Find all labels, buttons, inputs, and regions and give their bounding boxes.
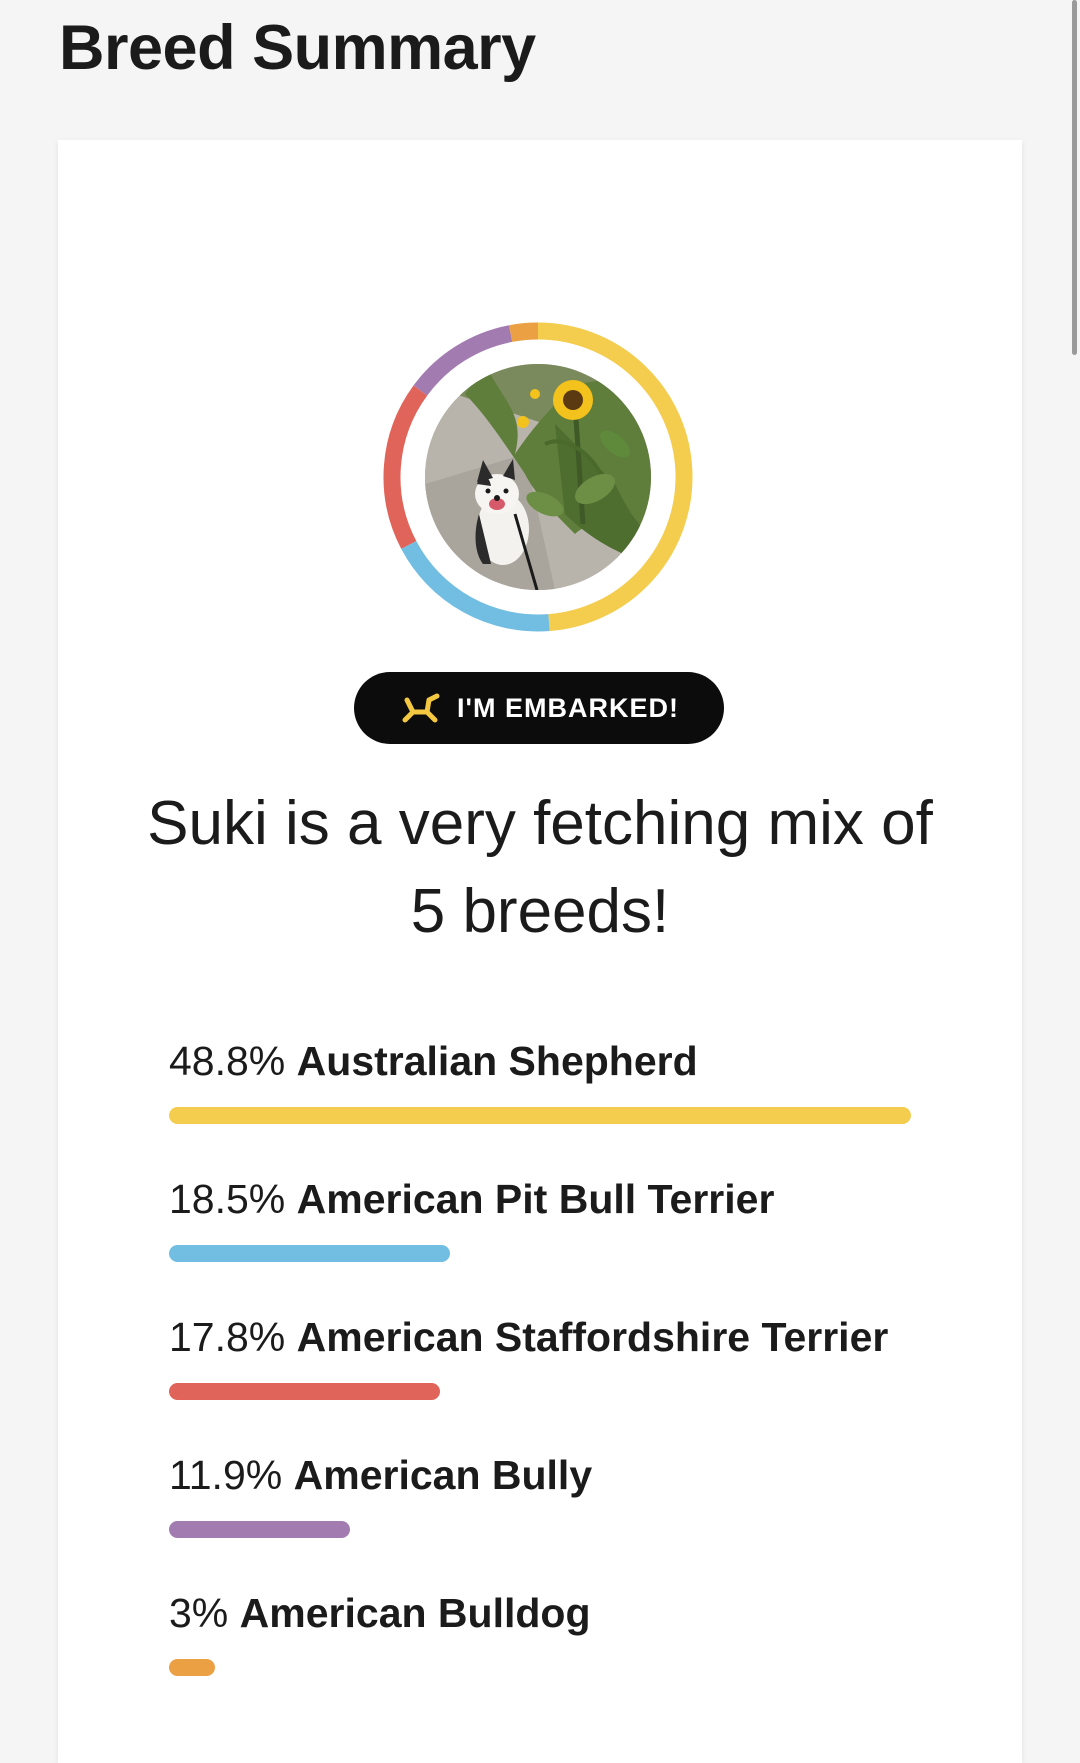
breed-item-american-staffordshire-terrier: 17.8% American Staffordshire Terrier <box>169 1304 929 1400</box>
breed-bar-track <box>169 1383 911 1400</box>
ring-segment-american-staffordshire-terrier <box>383 385 428 549</box>
breed-percent: 11.9% <box>169 1452 283 1498</box>
balloon-dog-icon <box>402 693 440 723</box>
breed-label: 3% American Bulldog <box>169 1580 929 1646</box>
breed-item-australian-shepherd: 48.8% Australian Shepherd <box>169 1028 929 1124</box>
ring-segment-australian-shepherd <box>537 322 693 632</box>
breed-summary-card: I'M EMBARKED! Suki is a very fetching mi… <box>58 140 1022 1763</box>
breed-bar <box>169 1107 911 1124</box>
breed-bar <box>169 1659 215 1676</box>
breed-ring-chart <box>379 318 697 636</box>
balloon-dog-icon-shape <box>402 693 440 723</box>
breed-percent: 18.5% <box>169 1176 286 1222</box>
dog-with-sunflowers-image <box>425 364 651 590</box>
breed-percent: 17.8% <box>169 1314 286 1360</box>
breed-label: 11.9% American Bully <box>169 1442 929 1508</box>
breed-bar-track <box>169 1245 911 1262</box>
breed-bar <box>169 1245 451 1262</box>
breed-bar-track <box>169 1659 911 1676</box>
breed-ring-svg <box>383 322 693 632</box>
breed-label: 48.8% Australian Shepherd <box>169 1028 929 1094</box>
breed-label: 17.8% American Staffordshire Terrier <box>169 1304 929 1370</box>
breed-name: Australian Shepherd <box>296 1038 698 1084</box>
breed-bar <box>169 1521 350 1538</box>
ring-segment-american-bulldog <box>509 322 539 342</box>
breed-bar <box>169 1383 440 1400</box>
breed-name: American Bully <box>293 1452 593 1498</box>
embarked-badge[interactable]: I'M EMBARKED! <box>354 672 724 744</box>
breed-bar-track <box>169 1107 911 1124</box>
breed-percent: 48.8% <box>169 1038 286 1084</box>
breed-item-american-bulldog: 3% American Bulldog <box>169 1580 929 1676</box>
scrollbar[interactable] <box>1068 0 1080 1763</box>
breed-name: American Pit Bull Terrier <box>296 1176 775 1222</box>
breed-name: American Staffordshire Terrier <box>296 1314 889 1360</box>
breed-bar-track <box>169 1521 911 1538</box>
breed-mix-headline: Suki is a very fetching mix of 5 breeds! <box>147 789 933 946</box>
breed-label: 18.5% American Pit Bull Terrier <box>169 1166 929 1232</box>
breed-name: American Bulldog <box>239 1590 591 1636</box>
breed-list: 48.8% Australian Shepherd 18.5% American… <box>169 1028 929 1718</box>
ring-segment-american-bully <box>413 325 513 396</box>
ring-segment-american-pit-bull-terrier <box>401 540 550 632</box>
breed-item-american-pit-bull-terrier: 18.5% American Pit Bull Terrier <box>169 1166 929 1262</box>
dog-photo <box>425 364 651 590</box>
breed-percent: 3% <box>169 1590 229 1636</box>
page-title: Breed Summary <box>59 13 536 83</box>
scrollbar-thumb[interactable] <box>1072 0 1077 355</box>
badge-label: I'M EMBARKED! <box>457 692 679 723</box>
breed-item-american-bully: 11.9% American Bully <box>169 1442 929 1538</box>
